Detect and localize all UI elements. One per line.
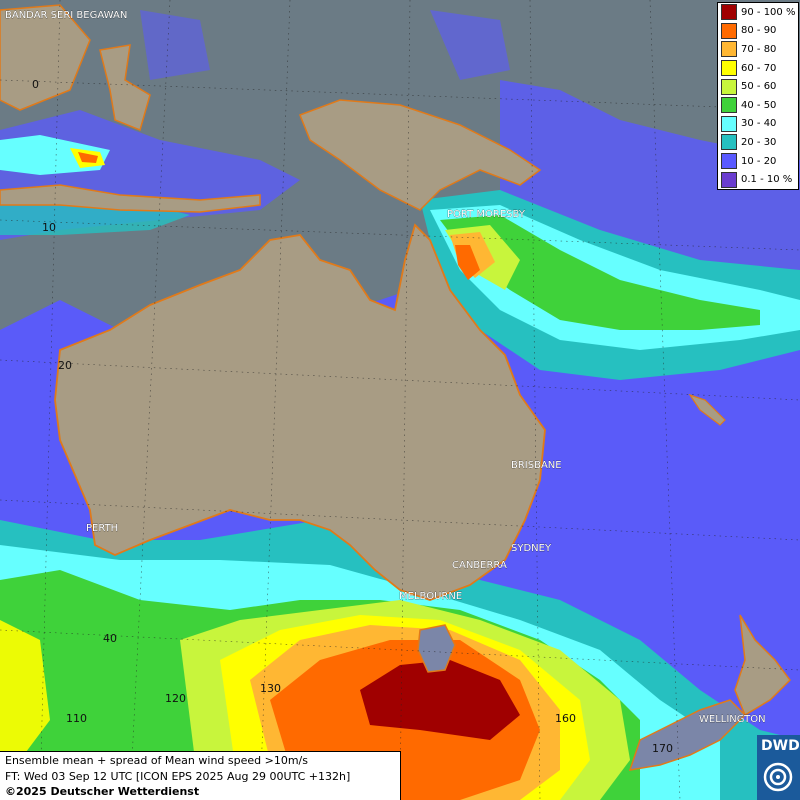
legend-row: 70 - 80	[718, 40, 798, 59]
legend-label: 80 - 90	[741, 25, 777, 37]
legend-label: 20 - 30	[741, 136, 777, 148]
city-bandar-seri-begawan: BANDAR SERI BEGAWAN	[5, 10, 127, 21]
lat-label-20: 20	[58, 359, 72, 372]
legend-swatch	[721, 22, 737, 39]
legend-row: 80 - 90	[718, 22, 798, 41]
forecast-time: FT: Wed 03 Sep 12 UTC [ICON EPS 2025 Aug…	[5, 769, 351, 783]
wind-prob-southern-ocean	[0, 520, 800, 800]
lon-label-130: 130	[260, 682, 281, 695]
lat-label-0: 0	[32, 78, 39, 91]
legend-label: 40 - 50	[741, 99, 777, 111]
legend-swatch	[721, 153, 737, 170]
city-brisbane: BRISBANE	[511, 460, 562, 471]
lat-label-10: 10	[42, 221, 56, 234]
city-perth: PERTH	[86, 523, 118, 534]
lon-label-160: 160	[555, 712, 576, 725]
land-australia	[54, 223, 546, 601]
lon-label-120: 120	[165, 692, 186, 705]
dwd-logo-text: DWD	[761, 738, 800, 754]
lon-label-110: 110	[66, 712, 87, 725]
legend-label: 0.1 - 10 %	[741, 174, 793, 186]
land-sulawesi	[99, 44, 151, 132]
legend-swatch	[721, 41, 737, 58]
dwd-logo: DWD	[757, 735, 800, 800]
copyright: ©2025 Deutscher Wetterdienst	[5, 785, 200, 798]
city-port-moresby: PORT MORESBY	[447, 209, 526, 220]
legend-row: 10 - 20	[718, 152, 798, 171]
legend-row: 20 - 30	[718, 133, 798, 152]
legend-swatch	[721, 171, 737, 188]
probability-legend: 90 - 100 % 80 - 90 70 - 80 60 - 70 50 - 60 40…	[717, 2, 799, 190]
legend-label: 30 - 40	[741, 118, 777, 130]
legend-label: 60 - 70	[741, 62, 777, 74]
legend-swatch	[721, 115, 737, 132]
legend-swatch	[721, 78, 737, 95]
land-tasmania	[417, 624, 456, 673]
land-new-zealand-south	[628, 699, 747, 771]
legend-row: 30 - 40	[718, 115, 798, 134]
land-new-caledonia	[688, 393, 726, 426]
legend-row: 50 - 60	[718, 77, 798, 96]
legend-swatch	[721, 4, 737, 21]
city-melbourne: MELBOURNE	[399, 591, 462, 602]
legend-label: 10 - 20	[741, 155, 777, 167]
legend-swatch	[721, 134, 737, 151]
city-wellington: WELLINGTON	[699, 714, 766, 725]
legend-swatch	[721, 97, 737, 114]
dwd-swirl-icon	[763, 762, 793, 792]
legend-label: 70 - 80	[741, 43, 777, 55]
legend-swatch	[721, 60, 737, 77]
legend-label: 50 - 60	[741, 81, 777, 93]
land-new-zealand-north	[734, 614, 791, 717]
legend-row: 90 - 100 %	[718, 3, 798, 22]
land-new-guinea	[299, 99, 542, 211]
legend-row: 0.1 - 10 %	[718, 170, 798, 189]
legend-row: 60 - 70	[718, 59, 798, 78]
city-sydney: SYDNEY	[511, 543, 552, 554]
land-lesser-sunda	[0, 184, 261, 213]
lat-label-40: 40	[103, 632, 117, 645]
product-description: Ensemble mean + spread of Mean wind spee…	[5, 754, 308, 767]
lon-label-170: 170	[652, 742, 673, 755]
legend-row: 40 - 50	[718, 96, 798, 115]
city-canberra: CANBERRA	[452, 560, 507, 571]
info-box: Ensemble mean + spread of Mean wind spee…	[0, 751, 401, 800]
land-borneo	[0, 4, 91, 111]
legend-label: 90 - 100 %	[741, 6, 796, 18]
city-markers: BANDAR SERI BEGAWAN PORT MORESBY BRISBAN…	[5, 10, 766, 725]
